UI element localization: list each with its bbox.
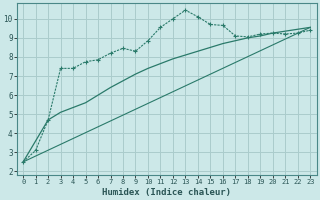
X-axis label: Humidex (Indice chaleur): Humidex (Indice chaleur) bbox=[102, 188, 231, 197]
